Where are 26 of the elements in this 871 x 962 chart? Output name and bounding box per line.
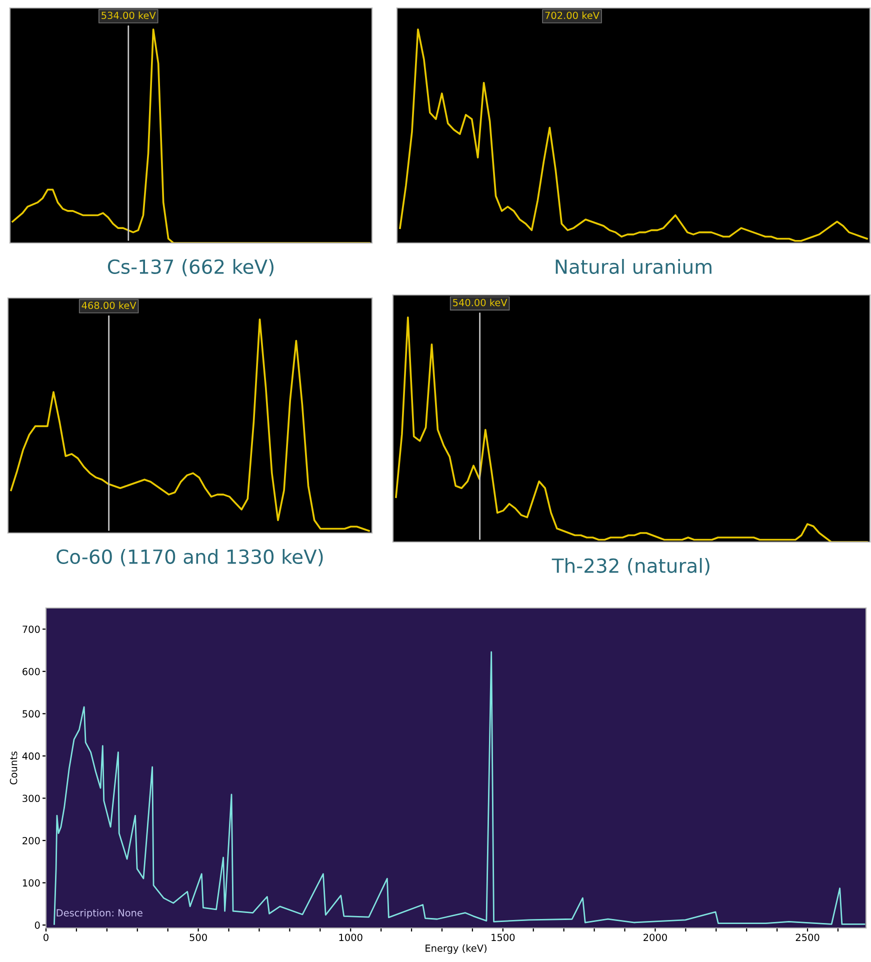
x-axis-title: Co-60 (1170 and 1330 keV) [56,548,323,566]
annotation: Description: None [56,908,142,918]
x-axis-title: Cs-137 (662 keV) [108,258,274,276]
y-tick-label: 0 [34,922,40,929]
y-tick-label: 400 [22,752,40,760]
y-tick-label: 100 [22,879,40,887]
y-tick-label: 500 [22,710,40,718]
text: 534.00 keV [102,12,156,20]
y-tick-label: 700 [22,626,40,633]
y-tick-label: 300 [22,794,40,802]
x-tick-label: 2500 [796,934,820,942]
x-tick-label: 0 [44,934,48,942]
x-axis-title: Natural uranium [556,258,712,274]
x-axis-title: Energy (keV) [426,944,486,954]
x-tick-label: 1000 [339,934,362,942]
line-series [54,651,866,925]
x-axis-title: Th-232 (natural) [552,558,710,576]
y-tick-label: 200 [22,836,40,844]
x-tick-label: 1500 [492,934,515,942]
x-tick-label: 500 [190,934,207,942]
y-tick-label: 600 [22,668,40,676]
y-axis-title: Counts [10,752,18,784]
text: 468.00 keV [82,302,136,310]
text: 702.00 keV [545,12,600,20]
text: 540.00 keV [453,298,508,306]
x-tick-label: 2000 [644,934,667,942]
